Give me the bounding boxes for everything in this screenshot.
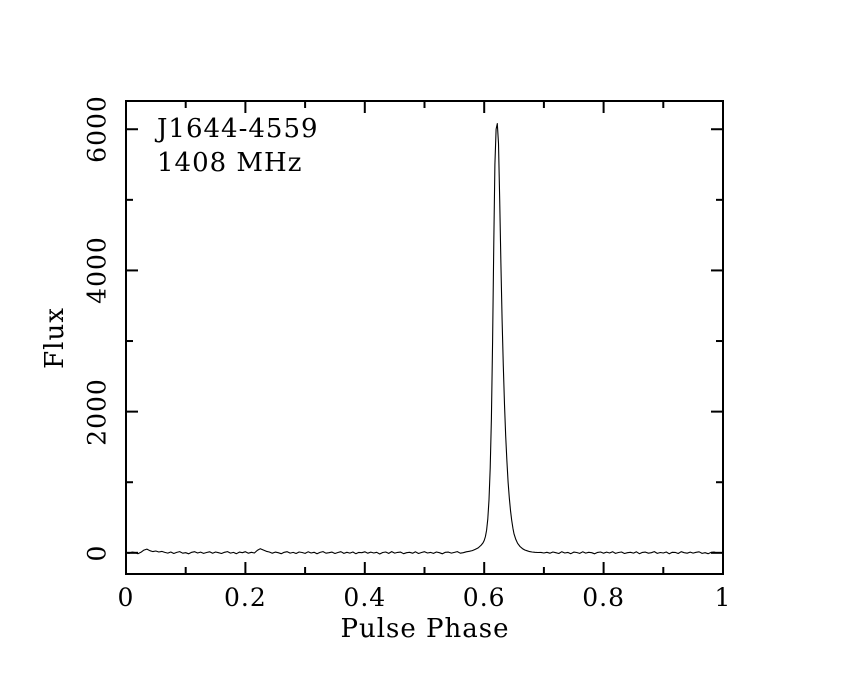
plot-annotation: J1644-4559 1408 MHz — [157, 112, 319, 180]
x-tick-label: 0 — [117, 583, 135, 612]
y-tick-label: 0 — [82, 544, 112, 562]
x-tick-label: 0.8 — [582, 583, 625, 612]
frequency-label: 1408 MHz — [157, 148, 303, 178]
x-tick-label: 0.6 — [462, 583, 506, 612]
x-tick-label: 1 — [714, 583, 732, 612]
flux-profile-trace — [125, 123, 724, 555]
y-tick-label: 4000 — [82, 236, 112, 305]
x-tick-label: 0.4 — [343, 583, 387, 612]
x-tick-label: 0.2 — [224, 583, 267, 612]
y-tick-label: 2000 — [82, 377, 112, 446]
x-axis-title: Pulse Phase — [340, 614, 510, 644]
y-axis-title: Flux — [40, 307, 70, 369]
y-tick-label: 6000 — [82, 95, 112, 164]
pulsar-name-label: J1644-4559 — [157, 114, 319, 144]
